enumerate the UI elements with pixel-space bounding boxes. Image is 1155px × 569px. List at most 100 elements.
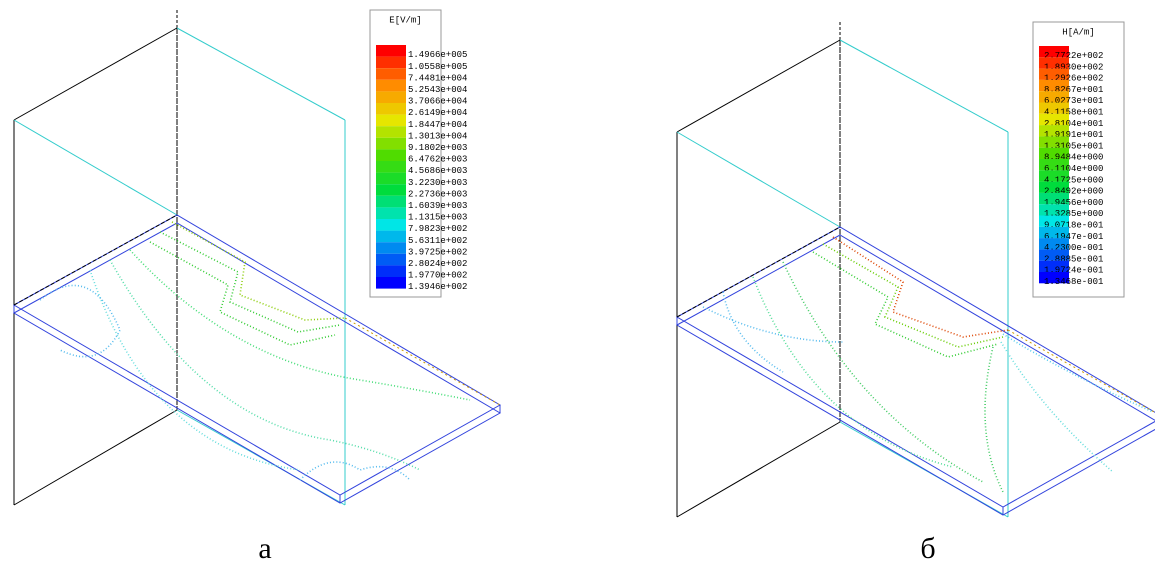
legend-label: 1.8930e+002 bbox=[1044, 62, 1103, 72]
wire bbox=[676, 421, 841, 518]
legend-label: 1.9724e-001 bbox=[1044, 266, 1103, 276]
legend-label: 1.9191e+001 bbox=[1044, 130, 1103, 140]
legend-swatch bbox=[1039, 249, 1069, 261]
legend-swatch bbox=[1039, 147, 1069, 159]
legend-swatch bbox=[376, 253, 406, 266]
field-line bbox=[159, 231, 341, 333]
legend-swatch bbox=[1039, 102, 1069, 114]
legend-label: 2.8492e+000 bbox=[1044, 187, 1103, 197]
field-line bbox=[984, 346, 1004, 493]
legend-swatch bbox=[1039, 136, 1069, 148]
wire bbox=[839, 39, 1009, 133]
legend-swatch bbox=[1039, 46, 1069, 58]
legend-swatch bbox=[376, 91, 406, 103]
legend-label: 2.6149e+004 bbox=[408, 108, 467, 118]
legend-swatch bbox=[1039, 181, 1069, 193]
legend-label: 7.9823e+002 bbox=[408, 224, 467, 234]
legend-swatch bbox=[1039, 91, 1069, 103]
field-line bbox=[702, 306, 844, 343]
legend-label: 5.2543e+004 bbox=[408, 85, 467, 95]
legend-label: 8.9484e+000 bbox=[1044, 153, 1103, 163]
legend-label: 1.3946e+002 bbox=[408, 282, 467, 292]
legend-swatch bbox=[376, 172, 406, 185]
legend-label: 6.0273e+001 bbox=[1044, 96, 1103, 106]
legend-swatch bbox=[376, 114, 406, 127]
wire bbox=[1007, 329, 1155, 414]
field-line bbox=[832, 236, 1009, 338]
legend-h: H[A/m]2.7722e+0021.8930e+0021.2926e+0028… bbox=[1032, 21, 1125, 298]
field-line bbox=[812, 251, 999, 358]
legend-swatch bbox=[1039, 68, 1069, 80]
field-line bbox=[1000, 341, 1114, 473]
legend-label: 2.2736e+003 bbox=[408, 189, 467, 199]
field-line bbox=[822, 243, 1004, 348]
plate bbox=[675, 234, 1155, 516]
legend-swatch bbox=[1039, 272, 1069, 284]
legend-label: 1.3468e-001 bbox=[1044, 277, 1103, 287]
wire bbox=[13, 214, 178, 306]
wire bbox=[676, 226, 841, 318]
legend-swatch bbox=[376, 207, 406, 219]
legend-label: 1.0558e+005 bbox=[408, 62, 467, 72]
legend-label: 4.2300e-001 bbox=[1044, 243, 1103, 253]
legend-title: H[A/m] bbox=[1062, 27, 1094, 37]
legend-swatch bbox=[1039, 226, 1069, 239]
legend-label: 8.8267e+001 bbox=[1044, 85, 1103, 95]
legend-swatch bbox=[376, 45, 406, 57]
legend-swatch bbox=[1039, 170, 1069, 182]
legend-swatch bbox=[376, 265, 406, 277]
legend-swatch bbox=[1039, 215, 1069, 227]
legend-swatch bbox=[1039, 204, 1069, 216]
legend-swatch bbox=[376, 161, 406, 173]
panel-b-scene bbox=[675, 22, 1155, 518]
legend-swatch bbox=[1039, 159, 1069, 171]
caption-a: а bbox=[258, 532, 271, 565]
legend-swatch bbox=[376, 230, 406, 243]
legend-swatch bbox=[376, 103, 406, 115]
legend-label: 2.7722e+002 bbox=[1044, 51, 1103, 61]
legend-label: 4.1725e+000 bbox=[1044, 175, 1103, 185]
legend-label: 2.8104e+001 bbox=[1044, 119, 1103, 129]
field-line bbox=[782, 261, 984, 483]
field-line bbox=[722, 291, 784, 373]
legend-label: 4.5686e+003 bbox=[408, 166, 467, 176]
legend-swatch bbox=[376, 149, 406, 161]
legend-swatch bbox=[376, 68, 406, 80]
caption-b: б bbox=[920, 532, 935, 565]
legend-label: 2.8024e+002 bbox=[408, 259, 467, 269]
wire bbox=[13, 409, 178, 506]
legend-label: 1.9456e+000 bbox=[1044, 198, 1103, 208]
legend-label: 1.6039e+003 bbox=[408, 201, 467, 211]
legend-label: 1.8447e+004 bbox=[408, 120, 467, 130]
legend-label: 3.7066e+004 bbox=[408, 97, 467, 107]
legend-swatch bbox=[376, 184, 406, 196]
legend-swatch bbox=[376, 137, 406, 150]
legend-label: 1.3105e+001 bbox=[1044, 141, 1103, 151]
legend-swatch bbox=[1039, 79, 1069, 92]
legend-swatch bbox=[1039, 125, 1069, 137]
legend-label: 6.1104e+000 bbox=[1044, 164, 1103, 174]
panel-a-scene bbox=[12, 10, 502, 506]
legend-swatch bbox=[1039, 238, 1069, 250]
wire bbox=[13, 27, 178, 121]
wire bbox=[176, 27, 346, 121]
legend-swatch bbox=[376, 277, 406, 289]
legend-label: 6.1947e-001 bbox=[1044, 232, 1103, 242]
wire bbox=[676, 39, 841, 133]
legend-swatch bbox=[376, 195, 406, 208]
plate bbox=[675, 226, 1155, 508]
field-line bbox=[129, 249, 471, 401]
field-line bbox=[39, 284, 121, 358]
legend-label: 1.3013e+004 bbox=[408, 131, 467, 141]
field-line bbox=[752, 276, 954, 468]
legend-label: 1.9770e+002 bbox=[408, 271, 467, 281]
legend-swatch bbox=[1039, 57, 1069, 69]
legend-label: 9.1802e+003 bbox=[408, 143, 467, 153]
legend-label: 4.1158e+001 bbox=[1044, 108, 1103, 118]
field-line bbox=[1002, 333, 1154, 413]
legend-label: 9.0718e-001 bbox=[1044, 221, 1103, 231]
legend-label: 6.4762e+003 bbox=[408, 155, 467, 165]
legend-swatch bbox=[1039, 260, 1069, 272]
